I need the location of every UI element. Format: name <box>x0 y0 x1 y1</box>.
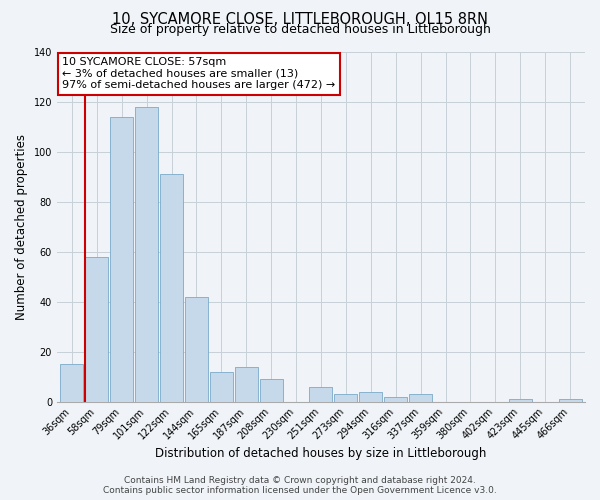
Bar <box>260 379 283 402</box>
Bar <box>559 399 581 402</box>
Bar <box>85 256 108 402</box>
Bar <box>110 116 133 402</box>
Text: Size of property relative to detached houses in Littleborough: Size of property relative to detached ho… <box>110 22 490 36</box>
Bar <box>334 394 358 402</box>
Text: 10, SYCAMORE CLOSE, LITTLEBOROUGH, OL15 8RN: 10, SYCAMORE CLOSE, LITTLEBOROUGH, OL15 … <box>112 12 488 28</box>
X-axis label: Distribution of detached houses by size in Littleborough: Distribution of detached houses by size … <box>155 447 487 460</box>
Bar <box>359 392 382 402</box>
Y-axis label: Number of detached properties: Number of detached properties <box>15 134 28 320</box>
Text: Contains HM Land Registry data © Crown copyright and database right 2024.
Contai: Contains HM Land Registry data © Crown c… <box>103 476 497 495</box>
Bar <box>384 396 407 402</box>
Text: 10 SYCAMORE CLOSE: 57sqm
← 3% of detached houses are smaller (13)
97% of semi-de: 10 SYCAMORE CLOSE: 57sqm ← 3% of detache… <box>62 57 336 90</box>
Bar <box>235 366 257 402</box>
Bar <box>210 372 233 402</box>
Bar <box>185 296 208 402</box>
Bar <box>135 106 158 402</box>
Bar <box>160 174 183 402</box>
Bar <box>409 394 432 402</box>
Bar <box>310 386 332 402</box>
Bar <box>61 364 83 402</box>
Bar <box>509 399 532 402</box>
